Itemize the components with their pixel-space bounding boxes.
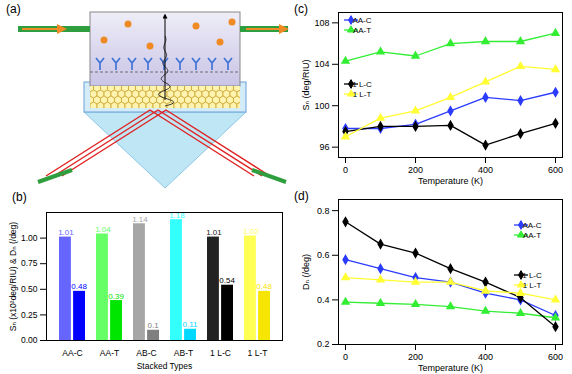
svg-text:0.75: 0.75 <box>21 258 38 268</box>
html-text:(b): (b) <box>12 190 27 204</box>
svg-text:0: 0 <box>343 352 348 362</box>
svg-text:104: 104 <box>314 59 329 69</box>
svg-text:1.01: 1.01 <box>206 228 222 237</box>
svg-text:AB-C: AB-C <box>136 348 156 358</box>
svg-text:AA-C: AA-C <box>522 221 541 230</box>
svg-text:AB-T: AB-T <box>174 348 193 358</box>
svg-text:1 L-T: 1 L-T <box>523 281 542 290</box>
svg-text:0.6: 0.6 <box>317 250 330 260</box>
svg-text:AA-T: AA-T <box>523 231 541 240</box>
svg-text:200: 200 <box>408 165 423 175</box>
svg-text:Dₙ (/deg): Dₙ (/deg) <box>301 254 311 290</box>
svg-text:Sₙ (deg/RIU): Sₙ (deg/RIU) <box>301 59 311 110</box>
svg-text:0.50: 0.50 <box>21 284 38 294</box>
svg-text:0.11: 0.11 <box>183 320 199 329</box>
svg-text:0.4: 0.4 <box>317 295 330 305</box>
svg-text:AA-C: AA-C <box>62 348 82 358</box>
svg-text:1.18: 1.18 <box>169 210 185 220</box>
svg-text:1 L-C: 1 L-C <box>352 80 372 89</box>
svg-text:1.02: 1.02 <box>243 227 259 236</box>
svg-text:AA-T: AA-T <box>353 26 371 35</box>
svg-text:108: 108 <box>314 18 329 28</box>
svg-text:1 L-T: 1 L-T <box>248 348 268 358</box>
svg-text:AA-C: AA-C <box>352 16 371 25</box>
svg-text:Sₙ (x10²deg/RIU) & Dₙ (/deg): Sₙ (x10²deg/RIU) & Dₙ (/deg) <box>8 222 18 331</box>
svg-text:0: 0 <box>343 165 348 175</box>
svg-text:0.2: 0.2 <box>317 339 330 349</box>
svg-text:AA-T: AA-T <box>100 348 119 358</box>
svg-text:0.00: 0.00 <box>21 335 38 345</box>
svg-text:1 L-C: 1 L-C <box>210 348 231 358</box>
svg-text:1 L-T: 1 L-T <box>353 90 372 99</box>
svg-text:0.48: 0.48 <box>71 282 87 291</box>
svg-text:0.48: 0.48 <box>256 282 272 291</box>
svg-text:0.1: 0.1 <box>147 321 159 330</box>
svg-text:0.54: 0.54 <box>219 276 235 285</box>
svg-text:Temperature (K): Temperature (K) <box>418 363 483 373</box>
svg-text:1.01: 1.01 <box>58 228 74 237</box>
svg-text:0.8: 0.8 <box>317 206 330 216</box>
svg-text:400: 400 <box>478 352 493 362</box>
svg-text:Temperature (K): Temperature (K) <box>418 176 483 186</box>
svg-text:200: 200 <box>408 352 423 362</box>
svg-text:600: 600 <box>548 165 563 175</box>
html-text:(c): (c) <box>294 2 308 16</box>
svg-text:600: 600 <box>548 352 563 362</box>
svg-text:1.14: 1.14 <box>132 215 148 224</box>
html-text:(a): (a) <box>6 2 21 16</box>
svg-text:96: 96 <box>319 142 329 152</box>
svg-text:1 L-C: 1 L-C <box>522 271 542 280</box>
html-text:(d): (d) <box>294 189 309 203</box>
svg-text:0.39: 0.39 <box>108 292 124 301</box>
svg-text:1.00: 1.00 <box>21 233 38 243</box>
svg-text:0.25: 0.25 <box>21 310 38 320</box>
svg-text:100: 100 <box>314 101 329 111</box>
svg-text:400: 400 <box>478 165 493 175</box>
svg-text:1.04: 1.04 <box>95 225 111 234</box>
svg-text:Stacked Types: Stacked Types <box>137 361 193 371</box>
